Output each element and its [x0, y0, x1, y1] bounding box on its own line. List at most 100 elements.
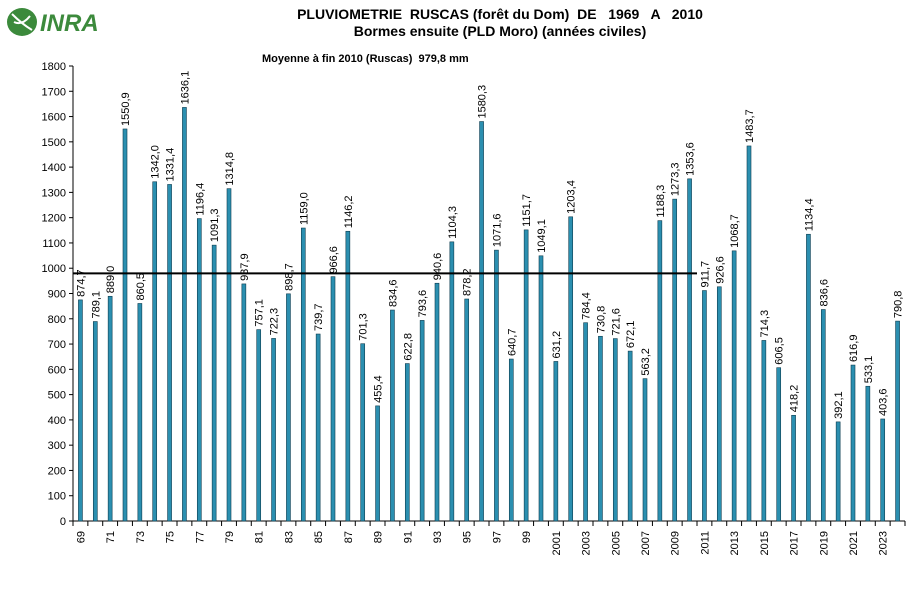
x-tick-label: 99 — [521, 531, 533, 543]
value-label: 878,2 — [462, 268, 474, 296]
value-label: 392,1 — [833, 391, 845, 419]
y-tick-label: 1600 — [42, 112, 66, 124]
value-label: 616,9 — [848, 335, 860, 363]
bar — [167, 184, 172, 522]
bar — [865, 385, 871, 522]
bar — [523, 229, 529, 522]
bar — [256, 329, 262, 522]
bar — [434, 282, 440, 522]
value-label: 926,6 — [714, 256, 726, 284]
value-label: 789,1 — [90, 291, 102, 319]
value-label: 1068,7 — [729, 214, 741, 248]
value-label: 455,4 — [373, 375, 385, 403]
bar — [672, 198, 678, 522]
value-label: 1483,7 — [744, 109, 756, 143]
y-tick-label: 1800 — [42, 61, 66, 73]
bar — [553, 361, 559, 522]
value-label: 860,5 — [135, 273, 147, 301]
x-tick-label: 2003 — [581, 531, 593, 555]
value-label: 622,8 — [402, 333, 414, 361]
value-label: 403,6 — [878, 388, 890, 416]
x-tick-label: 79 — [224, 531, 236, 543]
value-label: 701,3 — [358, 313, 370, 341]
bar — [107, 295, 113, 522]
value-label: 1104,3 — [447, 206, 459, 239]
bar — [583, 322, 588, 522]
value-label: 1134,4 — [803, 198, 815, 231]
y-tick-label: 800 — [48, 314, 66, 326]
x-tick-label: 2023 — [878, 531, 890, 555]
value-label: 722,3 — [269, 308, 281, 336]
y-tick-label: 600 — [48, 364, 66, 376]
value-label: 672,1 — [625, 321, 637, 349]
inra-logo-graphic: INRA — [7, 8, 99, 37]
x-tick-label: 2013 — [729, 531, 741, 555]
value-label: 889,0 — [105, 266, 117, 294]
bar — [850, 364, 856, 522]
bar — [241, 283, 247, 522]
y-axis: 0 100 200 300 400 500 600 700 800 900 1000 1100 1200… — [42, 61, 74, 528]
bar — [226, 188, 232, 522]
value-label: 1188,3 — [655, 185, 667, 218]
x-tick-label: 89 — [373, 531, 385, 543]
chart-subtitle: Bormes ensuite (PLD Moro) (années civile… — [353, 23, 647, 39]
bar — [598, 335, 603, 522]
bars — [78, 107, 900, 522]
y-tick-label: 1700 — [42, 86, 66, 98]
x-tick-label: 69 — [75, 531, 87, 543]
x-tick-label: 83 — [283, 531, 295, 543]
x-tick-label: 2009 — [670, 531, 682, 555]
x-tick-label: 2011 — [699, 531, 711, 555]
x-tick-label: 2001 — [551, 531, 563, 555]
chart-title: PLUVIOMETRIE RUSCAS (forêt du Dom) DE 19… — [297, 6, 703, 22]
bar — [642, 378, 648, 522]
bar — [390, 309, 395, 522]
bar — [687, 178, 692, 522]
bar — [419, 320, 425, 522]
bar — [538, 255, 544, 522]
value-label: 1071,6 — [491, 213, 503, 247]
x-tick-label: 93 — [432, 531, 444, 543]
x-tick-label: 81 — [254, 531, 266, 543]
x-axis: 69 71 73 75 77 79 81 83 85 87 89 91 93 95 97 99 2001 2003… — [72, 520, 906, 555]
y-tick-label: 100 — [48, 491, 66, 503]
value-label: 1203,4 — [566, 180, 578, 214]
bar — [300, 227, 306, 522]
bar — [746, 145, 752, 522]
value-label: 834,6 — [387, 280, 399, 308]
value-label: 898,7 — [283, 263, 295, 291]
bar — [182, 107, 187, 522]
value-label: 1314,8 — [224, 152, 236, 186]
value-label: 1331,4 — [165, 148, 177, 182]
value-label: 1049,1 — [536, 219, 548, 253]
bar — [657, 220, 663, 522]
value-label: 836,6 — [818, 279, 830, 307]
bar — [360, 343, 366, 522]
value-label: 790,8 — [893, 291, 905, 319]
bar — [152, 181, 158, 522]
y-tick-label: 1300 — [42, 187, 66, 199]
value-label: 966,6 — [328, 246, 340, 274]
bar — [196, 218, 202, 522]
bar — [627, 350, 633, 522]
x-tick-label: 2017 — [789, 531, 801, 555]
bar — [791, 414, 796, 522]
bar — [612, 338, 618, 522]
x-tick-label: 77 — [194, 531, 206, 543]
value-label: 1353,6 — [685, 142, 697, 176]
bar — [286, 293, 291, 522]
bar — [345, 230, 351, 522]
value-label: 1091,3 — [209, 208, 221, 242]
x-tick-label: 87 — [343, 531, 355, 543]
x-tick-label: 71 — [105, 531, 117, 543]
x-tick-label: 2019 — [818, 531, 830, 555]
y-tick-label: 900 — [48, 289, 66, 301]
bar — [479, 121, 484, 522]
value-label: 937,9 — [239, 253, 251, 281]
bar — [449, 241, 455, 522]
average-note: Moyenne à fin 2010 (Ruscas) 979,8 mm — [262, 53, 469, 65]
x-tick-label: 2021 — [848, 531, 860, 555]
y-tick-label: 200 — [48, 465, 66, 477]
x-tick-label: 85 — [313, 531, 325, 543]
y-tick-label: 500 — [48, 390, 66, 402]
